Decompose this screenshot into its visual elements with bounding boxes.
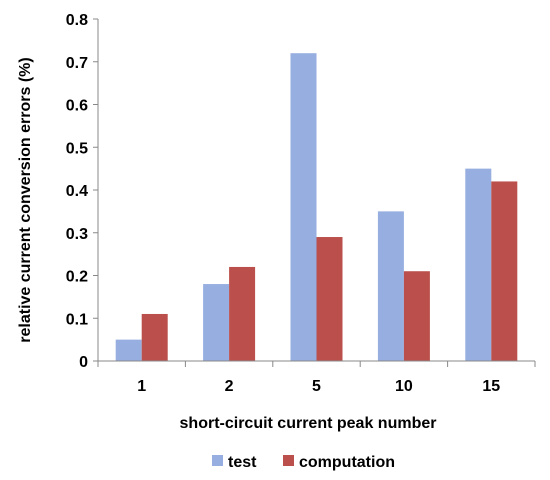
x-tick-label: 10: [395, 378, 413, 395]
y-tick-label: 0.3: [66, 226, 88, 243]
legend: test computation: [212, 454, 395, 471]
x-axis-title: short-circuit current peak number: [180, 415, 437, 432]
legend-label-computation: computation: [299, 454, 395, 471]
y-tick-label: 0.8: [66, 12, 88, 29]
bar-computation-2: [229, 266, 256, 361]
x-tick-label: 2: [225, 378, 234, 395]
legend-swatch-computation: [283, 455, 294, 466]
x-tick-label: 15: [482, 378, 500, 395]
bar-test-2: [203, 284, 230, 361]
y-tick-label: 0.4: [66, 183, 88, 200]
bar-test-5: [290, 53, 317, 361]
x-tick-label: 5: [312, 378, 321, 395]
bar-computation-15: [491, 181, 518, 361]
bar-computation-5: [316, 237, 343, 361]
legend-swatch-test: [212, 455, 223, 466]
y-tick-label: 0.6: [66, 98, 88, 115]
x-tick-label: 1: [137, 378, 146, 395]
bar-test-15: [465, 168, 492, 361]
y-tick-label: 0.2: [66, 269, 88, 286]
bar-computation-10: [403, 271, 430, 361]
y-axis-ticks: 0 0.1 0.2 0.3 0.4 0.5 0.6 0.7 0.8: [66, 12, 98, 371]
y-tick-label: 0.1: [66, 311, 88, 328]
bar-computation-1: [141, 313, 168, 361]
y-tick-label: 0.7: [66, 55, 88, 72]
legend-label-test: test: [228, 454, 257, 471]
y-tick-label: 0.5: [66, 140, 88, 157]
bars: [115, 53, 518, 361]
bar-test-10: [377, 211, 404, 361]
y-axis-title: relative current conversion errors (%): [17, 57, 34, 342]
bar-test-1: [115, 339, 142, 361]
y-tick-label: 0: [79, 354, 88, 371]
x-axis-ticks: 1 2 5 10 15: [97, 361, 536, 395]
